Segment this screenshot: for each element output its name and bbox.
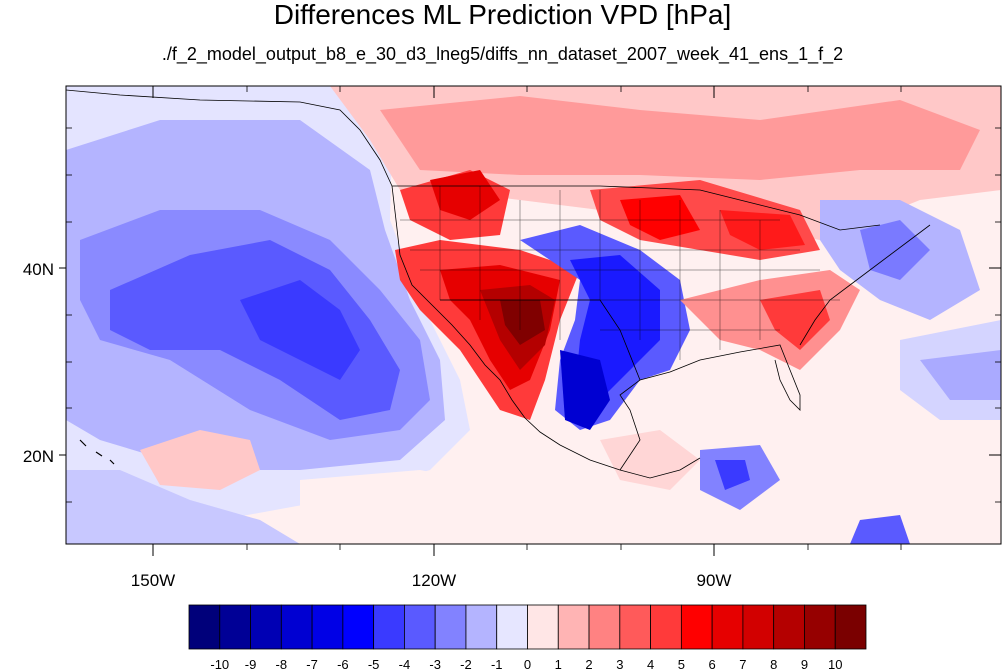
lon-label-90w: 90W (697, 571, 732, 590)
colorbar-label: 4 (647, 657, 654, 672)
colorbar-label: -5 (368, 657, 380, 672)
colorbar-swatch (280, 604, 313, 650)
colorbar-swatch (527, 604, 559, 650)
colorbar-label: 1 (555, 657, 562, 672)
colorbar-label: 9 (801, 657, 808, 672)
colorbar-label: 10 (828, 657, 842, 672)
colorbar-label: -8 (276, 657, 288, 672)
colorbar-swatch (250, 604, 282, 650)
colorbar-swatch (342, 604, 375, 650)
colorbar-swatch (434, 604, 467, 650)
lat-label-40n: 40N (23, 260, 54, 279)
colorbar-swatch (588, 604, 621, 650)
colorbar-swatch (680, 604, 713, 650)
lat-label-20n: 20N (23, 447, 54, 466)
colorbar-swatch (188, 604, 221, 650)
colorbar-label: -1 (491, 657, 503, 672)
map-title: Differences ML Prediction VPD [hPa] (273, 0, 732, 30)
colorbar-swatch (773, 604, 805, 650)
colorbar-label: -10 (210, 657, 229, 672)
colorbar-swatch (557, 604, 590, 650)
tick-labels: 150W 120W 90W 40N 20N (23, 260, 732, 590)
colorbar-label: 7 (739, 657, 746, 672)
colorbar-label: -9 (245, 657, 257, 672)
colorbar-swatch (711, 604, 744, 650)
axis-ticks (59, 86, 1001, 556)
colorbar-swatch (219, 604, 251, 650)
colorbar: -10 -9 -8 -7 -6 -5 -4 -3 -2 -1 0 1 2 3 4 5 6 7 8 9 10 (188, 604, 867, 672)
colorbar-swatch (619, 604, 651, 650)
lon-label-150w: 150W (131, 571, 175, 590)
colorbar-label: 0 (524, 657, 531, 672)
colorbar-swatch (373, 604, 405, 650)
colorbar-label: -6 (337, 657, 349, 672)
minor-ticks (66, 86, 1001, 550)
map-panel: 150W 120W 90W 40N 20N (23, 85, 1002, 590)
colorbar-swatch (496, 604, 528, 650)
difference-field (66, 86, 1001, 544)
colorbar-label: -7 (306, 657, 318, 672)
colorbar-swatch (742, 604, 775, 650)
map-subtitle: ./f_2_model_output_b8_e_30_d3_lneg5/diff… (161, 44, 844, 64)
colorbar-label: 2 (585, 657, 592, 672)
state-borders (400, 186, 840, 360)
colorbar-swatch (404, 604, 436, 650)
colorbar-label: 5 (678, 657, 685, 672)
colorbar-swatch (650, 604, 682, 650)
colorbar-swatch (804, 604, 836, 650)
colorbar-swatch (311, 604, 344, 650)
colorbar-label: 3 (616, 657, 623, 672)
colorbar-swatch (465, 604, 498, 650)
colorbar-label: -3 (429, 657, 441, 672)
lon-label-120w: 120W (412, 571, 456, 590)
colorbar-label: 8 (770, 657, 777, 672)
colorbar-label: -2 (460, 657, 472, 672)
colorbar-label: 6 (709, 657, 716, 672)
colorbar-swatch (834, 604, 867, 650)
colorbar-label: -4 (399, 657, 411, 672)
